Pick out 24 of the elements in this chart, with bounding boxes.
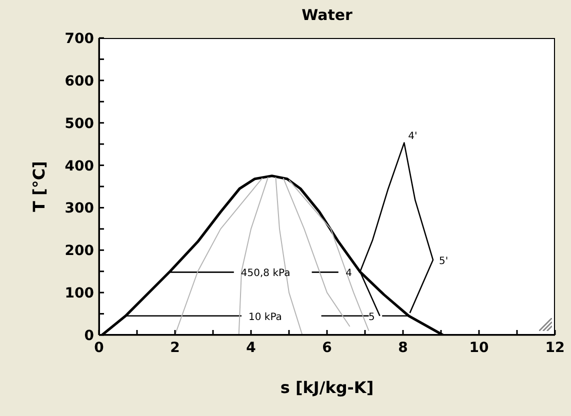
x-tick-label: 10 xyxy=(469,340,489,356)
y-tick-label: 700 xyxy=(64,30,94,47)
chart-title: Water xyxy=(300,6,354,24)
x-tick-label: 6 xyxy=(322,340,332,356)
y-tick-label: 300 xyxy=(64,200,94,217)
y-tick-label: 500 xyxy=(64,116,94,132)
y-tick-label: 200 xyxy=(64,243,94,260)
annotation: 450,8 kPa xyxy=(240,268,290,280)
x-tick-label: 4 xyxy=(246,340,256,356)
y-tick-label: 100 xyxy=(64,286,94,302)
annotation: 5 xyxy=(368,312,375,323)
annotation: 4' xyxy=(408,130,418,142)
annotation: 5' xyxy=(439,256,448,267)
y-tick-label: 400 xyxy=(64,158,94,174)
x-tick-label: 0 xyxy=(94,340,104,356)
y-tick-label: 600 xyxy=(64,73,94,90)
x-tick-label: 2 xyxy=(170,340,180,356)
x-tick-label: 8 xyxy=(398,340,408,356)
annotation: 4 xyxy=(346,268,352,279)
y-axis-title: T [°C] xyxy=(30,161,49,212)
annotation: 10 kPa xyxy=(248,312,282,323)
y-tick-label: 0 xyxy=(84,328,94,344)
x-tick-label: 12 xyxy=(545,340,565,356)
x-axis-title: s [kJ/kg-K] xyxy=(280,378,374,397)
